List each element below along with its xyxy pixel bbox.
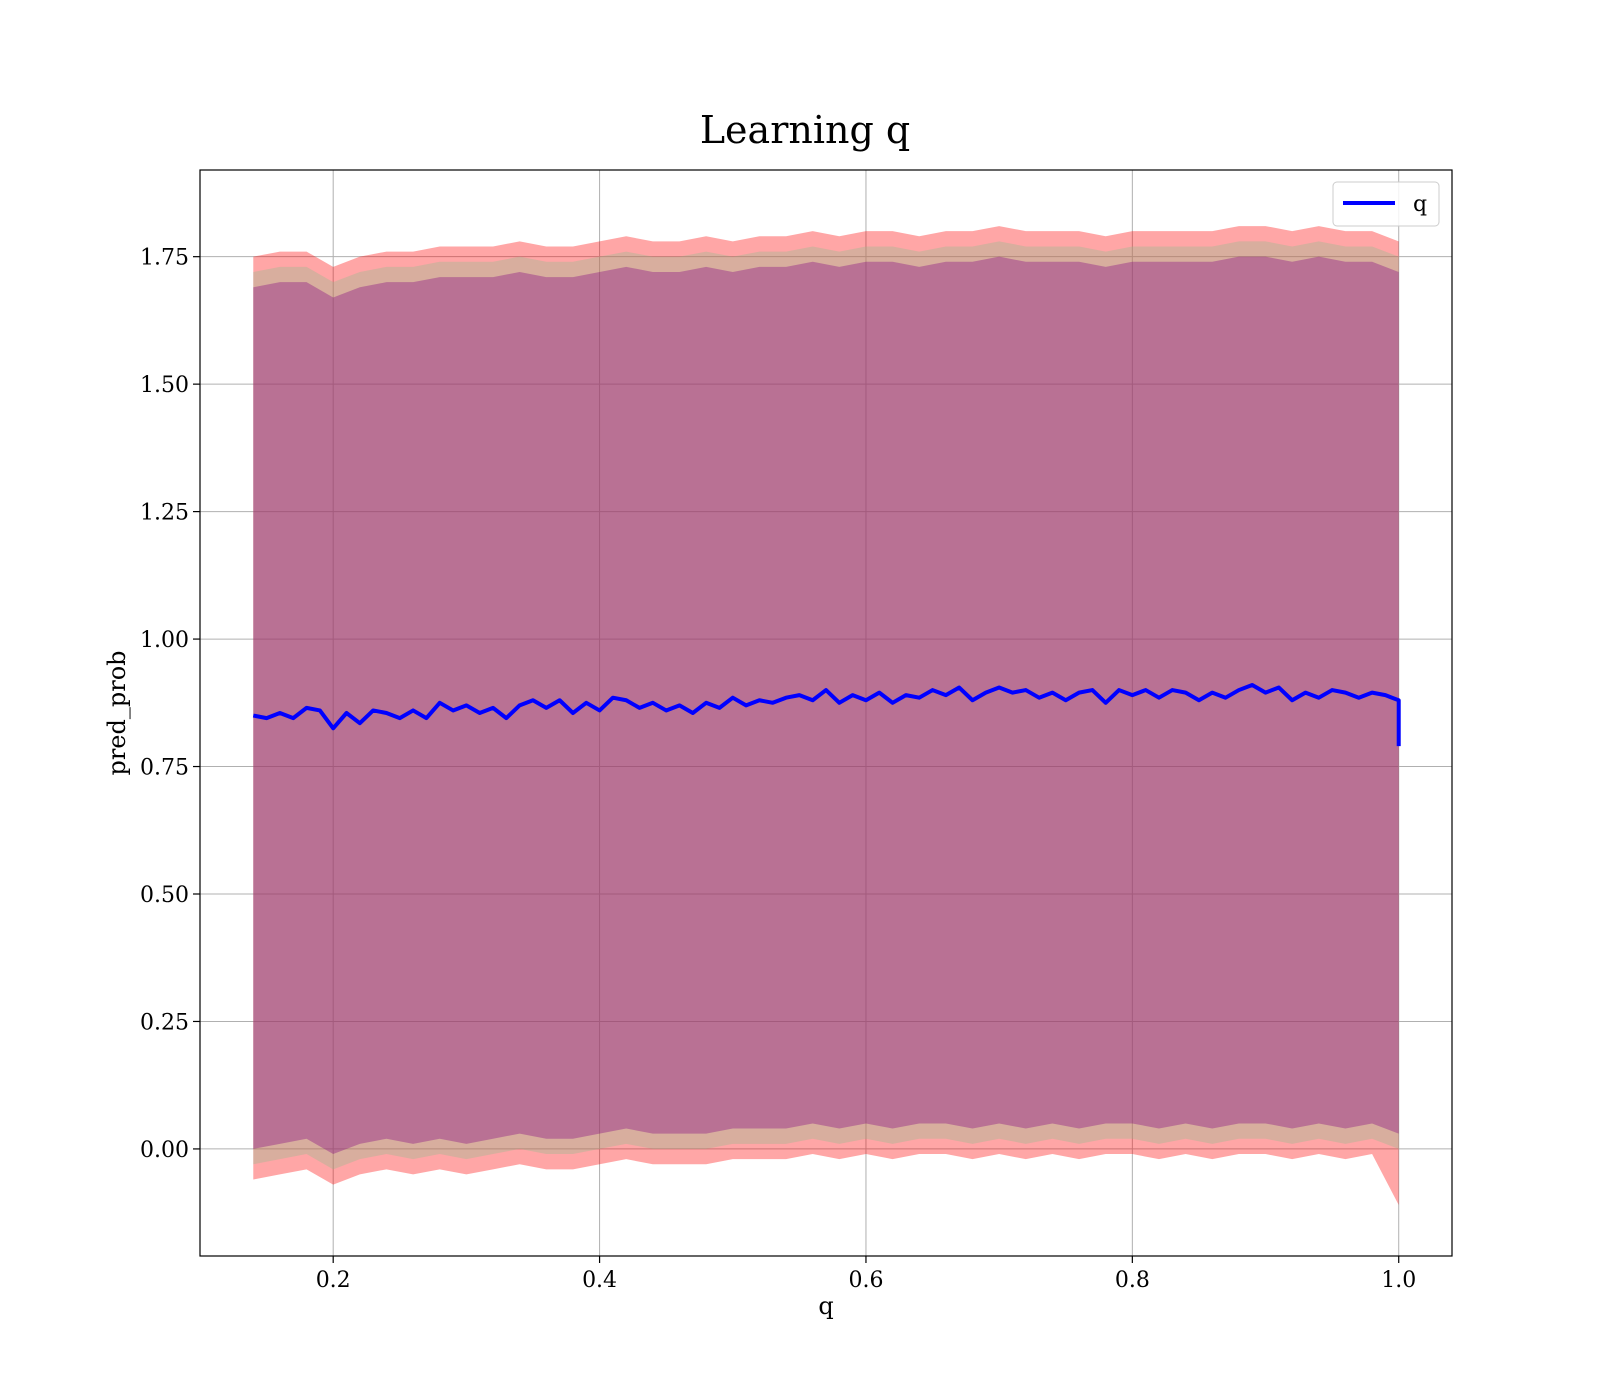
- confidence-bands: [253, 226, 1399, 1206]
- y-tick-label: 0.75: [140, 756, 189, 781]
- confidence-band: [253, 256, 1399, 1155]
- series-lines: [252, 682, 1401, 747]
- x-tick-label: 0.4: [582, 1268, 617, 1293]
- grid: [200, 170, 1452, 1256]
- plot-frame: [199, 169, 1453, 1257]
- y-tick-label: 1.25: [140, 501, 189, 526]
- confidence-band: [253, 241, 1399, 1170]
- y-tick-label: 1.50: [140, 373, 189, 398]
- legend: q: [1332, 181, 1440, 227]
- y-tick-label: 0.25: [140, 1010, 189, 1035]
- y-axis-label: pred_prob: [103, 650, 131, 775]
- x-axis-label: q: [818, 1292, 833, 1320]
- legend-label-q: q: [1413, 192, 1427, 217]
- chart-title: Learning q: [700, 108, 910, 152]
- x-tick-label: 1.0: [1381, 1268, 1416, 1293]
- y-tick-label: 1.75: [140, 246, 189, 271]
- y-tick-label: 0.50: [140, 883, 189, 908]
- x-axis-ticks: 0.2 0.4 0.6 0.8 1.0: [316, 1256, 1416, 1293]
- y-axis-ticks: 0.00 0.25 0.50 0.75 1.00 1.25 1.50 1.75: [140, 246, 200, 1163]
- confidence-band: [253, 226, 1399, 1206]
- y-tick-label: 1.00: [140, 628, 189, 653]
- y-tick-label: 0.00: [140, 1138, 189, 1163]
- x-tick-label: 0.8: [1115, 1268, 1150, 1293]
- x-tick-label: 0.2: [316, 1268, 351, 1293]
- x-tick-label: 0.6: [848, 1268, 883, 1293]
- series-line-q: [252, 682, 1401, 747]
